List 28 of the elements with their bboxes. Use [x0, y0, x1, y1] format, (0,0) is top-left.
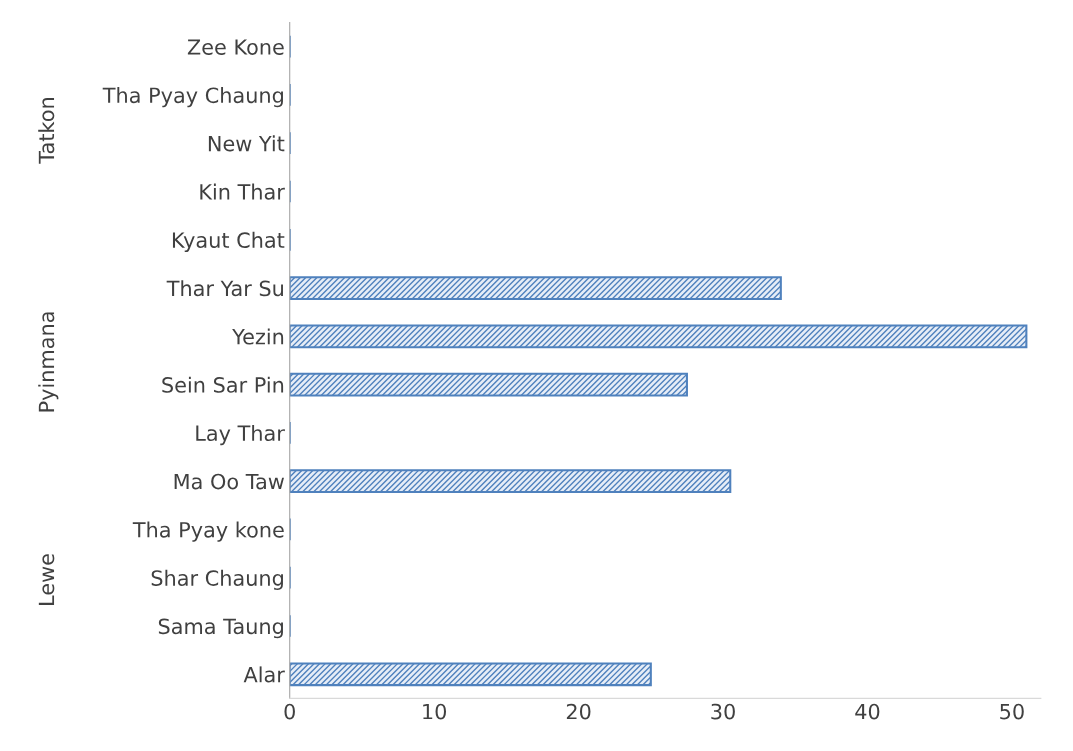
y-tick-label: Tha Pyay kone: [132, 521, 284, 542]
x-tick-label: 30: [711, 703, 735, 720]
x-tick-label: 10: [423, 703, 447, 720]
text: Lewe: [38, 554, 55, 605]
bar: [289, 324, 1028, 349]
y-tick-label: Shar Chaung: [151, 569, 283, 590]
y-tick-label: Yezin: [232, 328, 284, 345]
x-tick-label: 20: [566, 703, 591, 720]
y-tick-label: New Yit: [208, 135, 285, 152]
y-tick-label: Thar Yar Su: [166, 280, 283, 297]
text: Pyinmana: [38, 312, 59, 412]
y-tick-label: Kyaut Chat: [172, 231, 285, 253]
y-tick-label: Ma Oo Taw: [174, 473, 284, 490]
y-tick-label: Zee Kone: [187, 39, 284, 55]
y-tick-label: Kin Thar: [200, 183, 285, 200]
y-tick-label: Sama Taung: [158, 618, 283, 639]
text: Tatkon: [38, 98, 55, 164]
bar: [289, 372, 688, 397]
y-tick-label: Alar: [243, 666, 285, 683]
x-tick-label: 40: [855, 703, 880, 720]
y-tick-label: Tha Pyay Chaung: [102, 87, 283, 108]
x-tick-label: 50: [1000, 703, 1024, 720]
bar: [289, 469, 732, 494]
x-tick-label: 0: [284, 703, 295, 720]
bar: [289, 276, 782, 300]
y-tick-label: Sein Sar Pin: [162, 376, 284, 393]
bar: [289, 662, 652, 687]
y-tick-label: Lay Thar: [196, 424, 285, 446]
